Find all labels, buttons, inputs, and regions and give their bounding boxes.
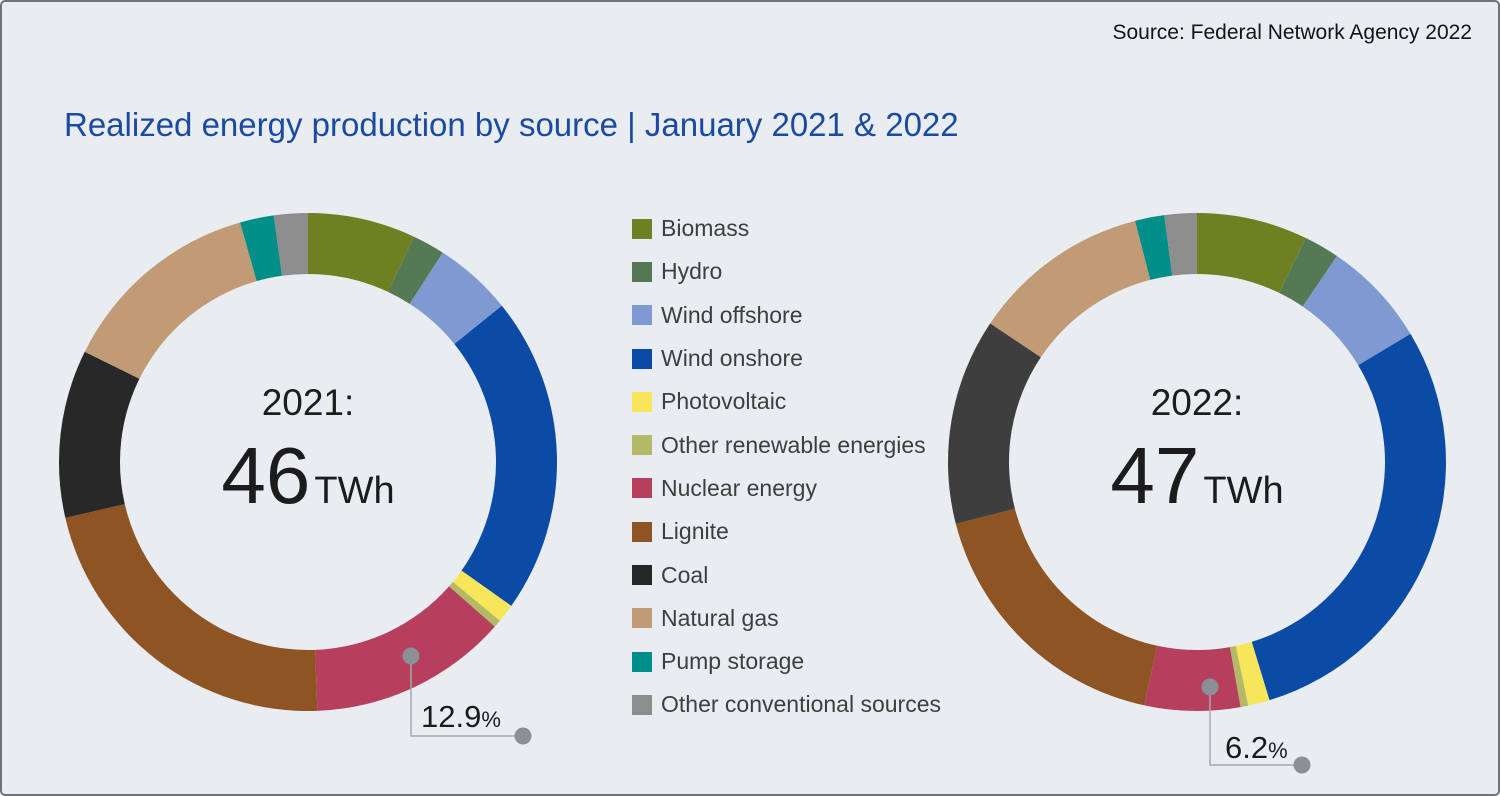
callout-2021-value: 12.9% xyxy=(421,699,501,734)
segment-nuclear-energy xyxy=(315,586,495,711)
legend-item-wind-offshore: Wind offshore xyxy=(632,294,941,337)
legend-item-hydro: Hydro xyxy=(632,250,941,293)
legend-item-lignite: Lignite xyxy=(632,510,941,553)
donut-2022-total-value: 47 xyxy=(1110,430,1200,520)
legend-item-other-conventional-sources: Other conventional sources xyxy=(632,683,941,726)
donut-2021-total-unit: TWh xyxy=(314,469,395,512)
segment-photovoltaic xyxy=(452,570,512,621)
legend-item-nuclear-energy: Nuclear energy xyxy=(632,467,941,510)
segment-lignite xyxy=(955,508,1158,706)
legend-label: Other conventional sources xyxy=(661,691,941,718)
segment-other-renewable-energies xyxy=(1229,645,1249,708)
donut-2021-year: 2021: xyxy=(261,382,355,423)
legend-item-pump-storage: Pump storage xyxy=(632,640,941,683)
segment-biomass xyxy=(308,213,415,292)
legend-swatch-icon xyxy=(632,305,652,326)
legend-swatch-icon xyxy=(632,608,652,629)
legend-swatch-icon xyxy=(632,435,652,456)
legend-label: Hydro xyxy=(661,258,723,285)
donut-2022-total: 47 TWh xyxy=(947,435,1447,516)
legend-swatch-icon xyxy=(632,521,652,542)
segment-wind-onshore xyxy=(1251,333,1446,701)
legend-label: Photovoltaic xyxy=(661,388,787,415)
legend-swatch-icon xyxy=(632,651,652,672)
callout-2022: 6.2% xyxy=(1201,678,1311,774)
donut-2022-center-label: 2022: 47 TWh xyxy=(947,382,1447,516)
segment-pump-storage xyxy=(240,215,283,282)
callout-2021-leader-line xyxy=(410,656,523,737)
legend-item-wind-onshore: Wind onshore xyxy=(632,337,941,380)
legend-swatch-icon xyxy=(632,478,652,499)
legend-label: Nuclear energy xyxy=(661,474,817,501)
segment-other-conventional-sources xyxy=(273,213,308,276)
legend-swatch-icon xyxy=(632,348,652,369)
donut-2022: 6.2% 2022: 47 TWh xyxy=(947,212,1447,794)
segment-wind-onshore xyxy=(454,305,558,606)
segment-coal xyxy=(947,323,1041,524)
callout-2022-leader-line xyxy=(1209,687,1302,766)
callout-2022-value: 6.2% xyxy=(1225,730,1288,765)
legend-label: Wind offshore xyxy=(661,301,803,328)
donut-2021-total-value: 46 xyxy=(221,430,311,520)
legend-label: Lignite xyxy=(661,518,729,545)
donut-2022-year: 2022: xyxy=(1150,382,1244,423)
source-text: Source: Federal Network Agency 2022 xyxy=(1112,21,1472,44)
legend-swatch-icon xyxy=(632,391,652,412)
donut-2022-segments xyxy=(947,213,1446,712)
legend-item-other-renewable-energies: Other renewable energies xyxy=(632,423,941,466)
legend-label: Pump storage xyxy=(661,648,805,675)
callout-2022-anchor-dot xyxy=(1201,678,1219,696)
legend-item-coal: Coal xyxy=(632,553,941,596)
legend-label: Coal xyxy=(661,561,709,588)
callout-2021-end-dot xyxy=(514,727,532,745)
segment-wind-offshore xyxy=(1302,256,1411,366)
legend-item-biomass: Biomass xyxy=(632,207,941,250)
segment-hydro xyxy=(388,236,443,304)
chart-title: Realized energy production by source | J… xyxy=(64,106,959,143)
legend-swatch-icon xyxy=(632,218,652,239)
legend-label: Natural gas xyxy=(661,604,779,631)
segment-coal xyxy=(58,351,140,518)
segment-natural-gas xyxy=(990,220,1151,358)
callout-2021-anchor-dot xyxy=(402,647,420,665)
legend-label: Biomass xyxy=(661,215,750,242)
legend-label: Wind onshore xyxy=(661,345,803,372)
segment-biomass xyxy=(1197,213,1306,293)
legend-item-natural-gas: Natural gas xyxy=(632,597,941,640)
donut-2021: 12.9% 2021: 46 TWh xyxy=(58,212,558,794)
legend-swatch-icon xyxy=(632,565,652,586)
legend-label: Other renewable energies xyxy=(661,431,926,458)
segment-pump-storage xyxy=(1135,215,1173,280)
segment-other-renewable-energies xyxy=(449,581,500,627)
segment-photovoltaic xyxy=(1235,641,1270,706)
donut-2022-total-unit: TWh xyxy=(1203,469,1284,512)
segment-hydro xyxy=(1279,238,1337,307)
legend-item-photovoltaic: Photovoltaic xyxy=(632,380,941,423)
donut-2022-svg: 6.2% xyxy=(947,213,1446,774)
legend-swatch-icon xyxy=(632,261,652,282)
segment-lignite xyxy=(65,504,318,711)
segment-other-conventional-sources xyxy=(1164,213,1197,276)
donut-2021-total: 46 TWh xyxy=(58,435,558,516)
donut-2021-center-label: 2021: 46 TWh xyxy=(58,382,558,516)
legend: Biomass Hydro Wind offshore Wind onshore Pho… xyxy=(632,207,941,727)
legend-swatch-icon xyxy=(632,694,652,715)
callout-2021: 12.9% xyxy=(402,647,532,745)
segment-natural-gas xyxy=(84,222,257,379)
donut-2021-svg: 12.9% xyxy=(58,213,558,745)
segment-nuclear-energy xyxy=(1144,645,1241,712)
callout-2022-end-dot xyxy=(1293,756,1311,774)
segment-wind-offshore xyxy=(409,252,502,344)
donut-2021-segments xyxy=(58,213,558,711)
